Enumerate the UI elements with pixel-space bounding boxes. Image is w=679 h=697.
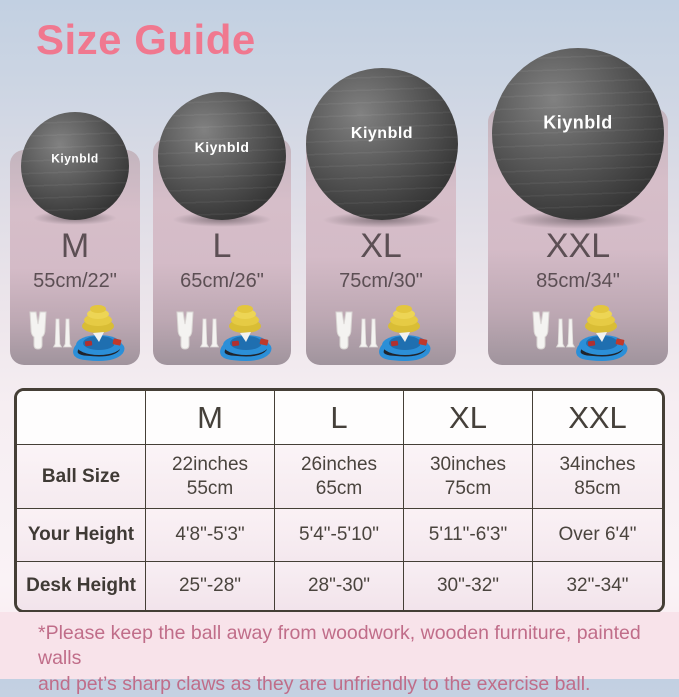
table-header-xl: XL	[404, 391, 533, 445]
foot-pump-icon	[576, 305, 628, 361]
table-cell: 26inches 65cm	[275, 445, 404, 509]
pump-and-plugs	[331, 299, 431, 361]
row-label-your-height: Your Height	[17, 509, 146, 562]
exercise-ball-xxl: Kiynbld	[492, 48, 664, 220]
brand-logo: Kiynbld	[51, 151, 99, 166]
size-dimensions: 75cm/30"	[339, 270, 423, 292]
table-cell: 5'11"-6'3"	[404, 509, 533, 562]
air-plugs-icon	[52, 318, 73, 348]
foot-pump-icon	[379, 305, 431, 361]
table-corner-cell	[17, 391, 146, 445]
size-table: M L XL XXL Ball Size 22inches 55cm 26inc…	[14, 388, 665, 613]
table-cell: 30inches 75cm	[404, 445, 533, 509]
plug-puller-icon	[176, 311, 194, 350]
size-dimensions: 85cm/34"	[536, 270, 620, 292]
pump-and-plugs	[528, 299, 628, 361]
exercise-ball-xl: Kiynbld	[306, 68, 458, 220]
table-cell: 5'4"-5'10"	[275, 509, 404, 562]
table-cell: 25"-28"	[146, 562, 275, 610]
brand-logo: Kiynbld	[350, 125, 414, 143]
pump-and-plugs	[172, 299, 272, 361]
plug-puller-icon	[532, 311, 550, 350]
brand-logo: Kiynbld	[543, 111, 613, 132]
air-plugs-icon	[555, 318, 576, 348]
pump-and-plugs	[25, 299, 125, 361]
table-header-xxl: XXL	[533, 391, 662, 445]
table-cell: 32"-34"	[533, 562, 662, 610]
air-plugs-icon	[358, 318, 379, 348]
row-label-desk-height: Desk Height	[17, 562, 146, 610]
footnote-band: *Please keep the ball away from woodwork…	[0, 612, 679, 695]
air-plugs-icon	[199, 318, 220, 348]
table-cell: 34inches 85cm	[533, 445, 662, 509]
table-cell: 28"-30"	[275, 562, 404, 610]
plug-puller-icon	[29, 311, 47, 350]
size-letter: M	[60, 227, 90, 265]
size-letter: L	[212, 227, 232, 265]
size-dimensions: 65cm/26"	[180, 270, 264, 292]
accessories-icon-group	[29, 305, 125, 361]
foot-pump-icon	[73, 305, 125, 361]
size-dimensions: 55cm/22"	[33, 270, 117, 292]
ball-shadow	[508, 211, 648, 229]
size-letter: XL	[360, 227, 402, 265]
size-letter: XXL	[545, 227, 611, 265]
table-cell: 30"-32"	[404, 562, 533, 610]
brand-logo: Kiynbld	[194, 139, 250, 156]
plug-puller-icon	[335, 311, 353, 350]
table-cell: 4'8"-5'3"	[146, 509, 275, 562]
care-note: *Please keep the ball away from woodwork…	[38, 622, 641, 695]
table-cell: 22inches 55cm	[146, 445, 275, 509]
ball-shadow	[322, 212, 442, 228]
exercise-ball-l: Kiynbld	[158, 92, 286, 220]
accessories-icon-group	[176, 305, 272, 361]
accessories-icon-group	[335, 305, 431, 361]
accessories-icon-group	[532, 305, 628, 361]
exercise-ball-m: Kiynbld	[21, 112, 129, 220]
row-label-ball-size: Ball Size	[17, 445, 146, 509]
table-header-m: M	[146, 391, 275, 445]
table-header-l: L	[275, 391, 404, 445]
foot-pump-icon	[220, 305, 272, 361]
table-cell: Over 6'4"	[533, 509, 662, 562]
page-title: Size Guide	[36, 16, 256, 63]
